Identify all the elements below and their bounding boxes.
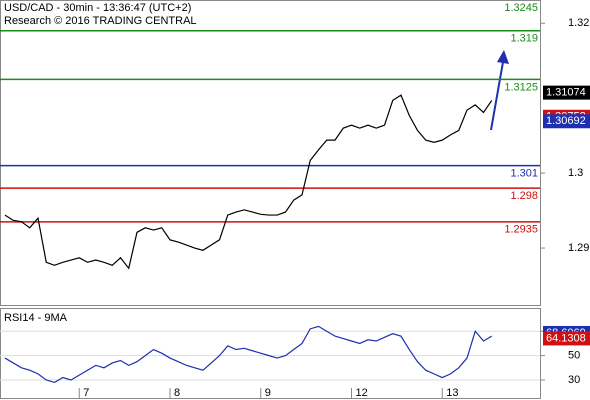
- x-tick-label: 8: [174, 387, 180, 399]
- price-tag: [543, 85, 590, 100]
- y-tick-label: 1.3: [568, 167, 583, 179]
- x-tick-label: 13: [446, 387, 458, 399]
- price-tag-label: 64.1308: [546, 332, 586, 344]
- rsi-panel: [0, 308, 541, 399]
- y-tick-label: 1.29: [568, 242, 589, 254]
- chart-subtitle: Research © 2016 TRADING CENTRAL: [4, 15, 197, 27]
- price-tag-label: 1.30692: [546, 115, 586, 127]
- y-tick-label: 1.32: [568, 17, 589, 29]
- price-panel: [0, 0, 541, 306]
- price-line: [4, 94, 493, 270]
- y-tick-label: 30: [568, 374, 580, 386]
- forecast-arrowhead: [497, 50, 509, 64]
- level-label: 1.319: [510, 33, 538, 45]
- price-line: [4, 325, 493, 384]
- x-tick-label: 9: [265, 387, 271, 399]
- x-tick-label: 7: [83, 387, 89, 399]
- level-label: 1.3245: [504, 2, 538, 14]
- x-tick-label: 12: [356, 387, 368, 399]
- rsi-title: RSI14 - 9MA: [4, 312, 68, 324]
- y-tick-label: 50: [568, 350, 580, 362]
- level-label: 1.2935: [504, 224, 538, 236]
- level-label: 1.298: [510, 190, 538, 202]
- chart-title: USD/CAD - 30min - 13:36:47 (UTC+2): [4, 2, 191, 14]
- price-tag: [543, 331, 590, 346]
- price-tag: [543, 114, 590, 129]
- forecast-arrow: [490, 61, 504, 131]
- price-tag-label: 1.31074: [546, 87, 586, 99]
- level-label: 1.3125: [504, 81, 538, 93]
- level-label: 1.301: [510, 168, 538, 180]
